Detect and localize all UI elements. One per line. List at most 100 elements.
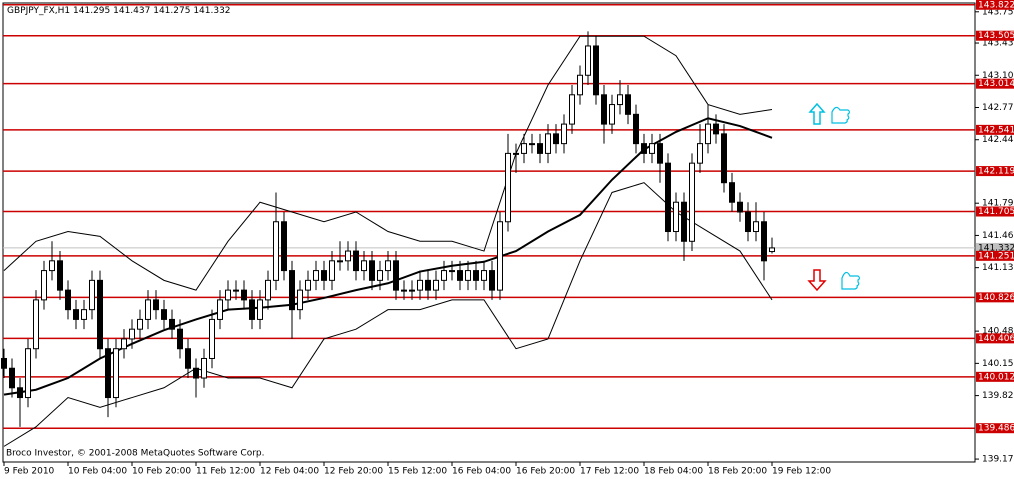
candle-body [129,328,135,340]
candle-body [57,260,63,291]
candle-body [689,162,695,242]
x-tick-label: 16 Feb 20:00 [516,467,575,477]
candle-body [353,250,359,272]
candle-body [473,270,479,281]
x-tick-label: 9 Feb 2010 [4,467,55,477]
y-tick-label: 141.460 [982,231,1014,241]
candle-body [401,289,407,292]
candle-body [457,270,463,281]
y-tick-label: 139.820 [982,391,1014,401]
candle-body [641,143,647,154]
candle-body [697,143,703,164]
candle-body [481,270,487,281]
candle-body [585,45,591,76]
candle-body [313,270,319,281]
level-label: 141.705 [978,207,1014,217]
candle-body [417,279,423,291]
candle-body [225,289,231,301]
candle-body [89,279,95,311]
candle-body [569,94,575,125]
candle-body [489,270,495,291]
level-label: 143.505 [978,31,1014,41]
candle-body [497,221,503,291]
y-tick-label: 143.430 [982,39,1014,49]
y-tick-label: 142.770 [982,103,1014,113]
candle-body [305,279,311,291]
candle-body [633,113,639,145]
candle-body [513,152,519,155]
candle-body [17,387,23,399]
candle-body [153,299,159,311]
x-tick-label: 10 Feb 20:00 [132,467,191,477]
candle-body [529,143,535,146]
candle-body [113,348,119,399]
candle-body [185,348,191,369]
candle-body [425,279,431,291]
candle-body [281,221,287,272]
candle-body [657,143,663,164]
candle-body [217,299,223,320]
chart-header: GBPJPY_FX,H1 141.295 141.437 141.275 141… [7,6,231,16]
candle-body [705,123,711,145]
candle-body [729,182,735,203]
candle-body [97,279,103,350]
level-label-box [976,250,1014,261]
candle-body [433,279,439,291]
y-tick-label: 141.790 [982,199,1014,209]
candle-body [625,94,631,115]
candle-body [745,211,751,233]
level-label: 143.014 [978,79,1014,89]
candle-body [441,270,447,281]
x-tick-label: 16 Feb 04:00 [452,467,511,477]
candle-body [289,270,295,311]
indicator-line [3,182,773,447]
y-tick-label: 140.150 [982,359,1014,369]
candle-body [617,94,623,106]
candle-body [41,270,47,301]
level-label-box [976,166,1014,177]
level-label-box [976,30,1014,41]
y-tick-label: 141.130 [982,263,1014,273]
bid-label-box [976,242,1014,253]
candle-body [33,299,39,350]
level-label-box [976,333,1014,344]
candle-body [369,260,375,281]
candle-body [593,45,599,96]
x-tick-label: 19 Feb 12:00 [772,467,831,477]
candle-body [177,328,183,350]
y-tick-label: 142.440 [982,135,1014,145]
candle-body [721,133,727,184]
x-tick-label: 12 Feb 04:00 [260,467,319,477]
candle-body [273,221,279,281]
level-label: 143.822 [978,0,1014,10]
candle-body [209,318,215,359]
candle-body [737,201,743,213]
hand-icon [841,271,861,290]
candle-body [769,247,775,253]
y-tick-label: 140.480 [982,327,1014,337]
candle-body [609,104,615,125]
candle-body [201,357,207,379]
x-tick-label: 10 Feb 04:00 [68,467,127,477]
candle-body [233,289,239,292]
y-tick-label: 139.170 [982,455,1014,465]
indicator-line [3,35,773,291]
candle-body [25,348,31,399]
candle-body [137,318,143,330]
hand-icon [831,106,851,124]
candle-body [505,152,511,223]
candle-body [561,123,567,145]
level-label-box [976,371,1014,382]
level-label: 140.826 [978,293,1014,303]
level-label-box [976,78,1014,89]
candle-body [1,357,7,369]
candle-body [345,250,351,262]
level-label: 142.119 [978,167,1014,177]
candle-body [537,143,543,154]
level-label-box [976,423,1014,434]
x-tick-label: 11 Feb 12:00 [196,467,255,477]
candle-body [601,94,607,125]
candle-body [169,318,175,330]
